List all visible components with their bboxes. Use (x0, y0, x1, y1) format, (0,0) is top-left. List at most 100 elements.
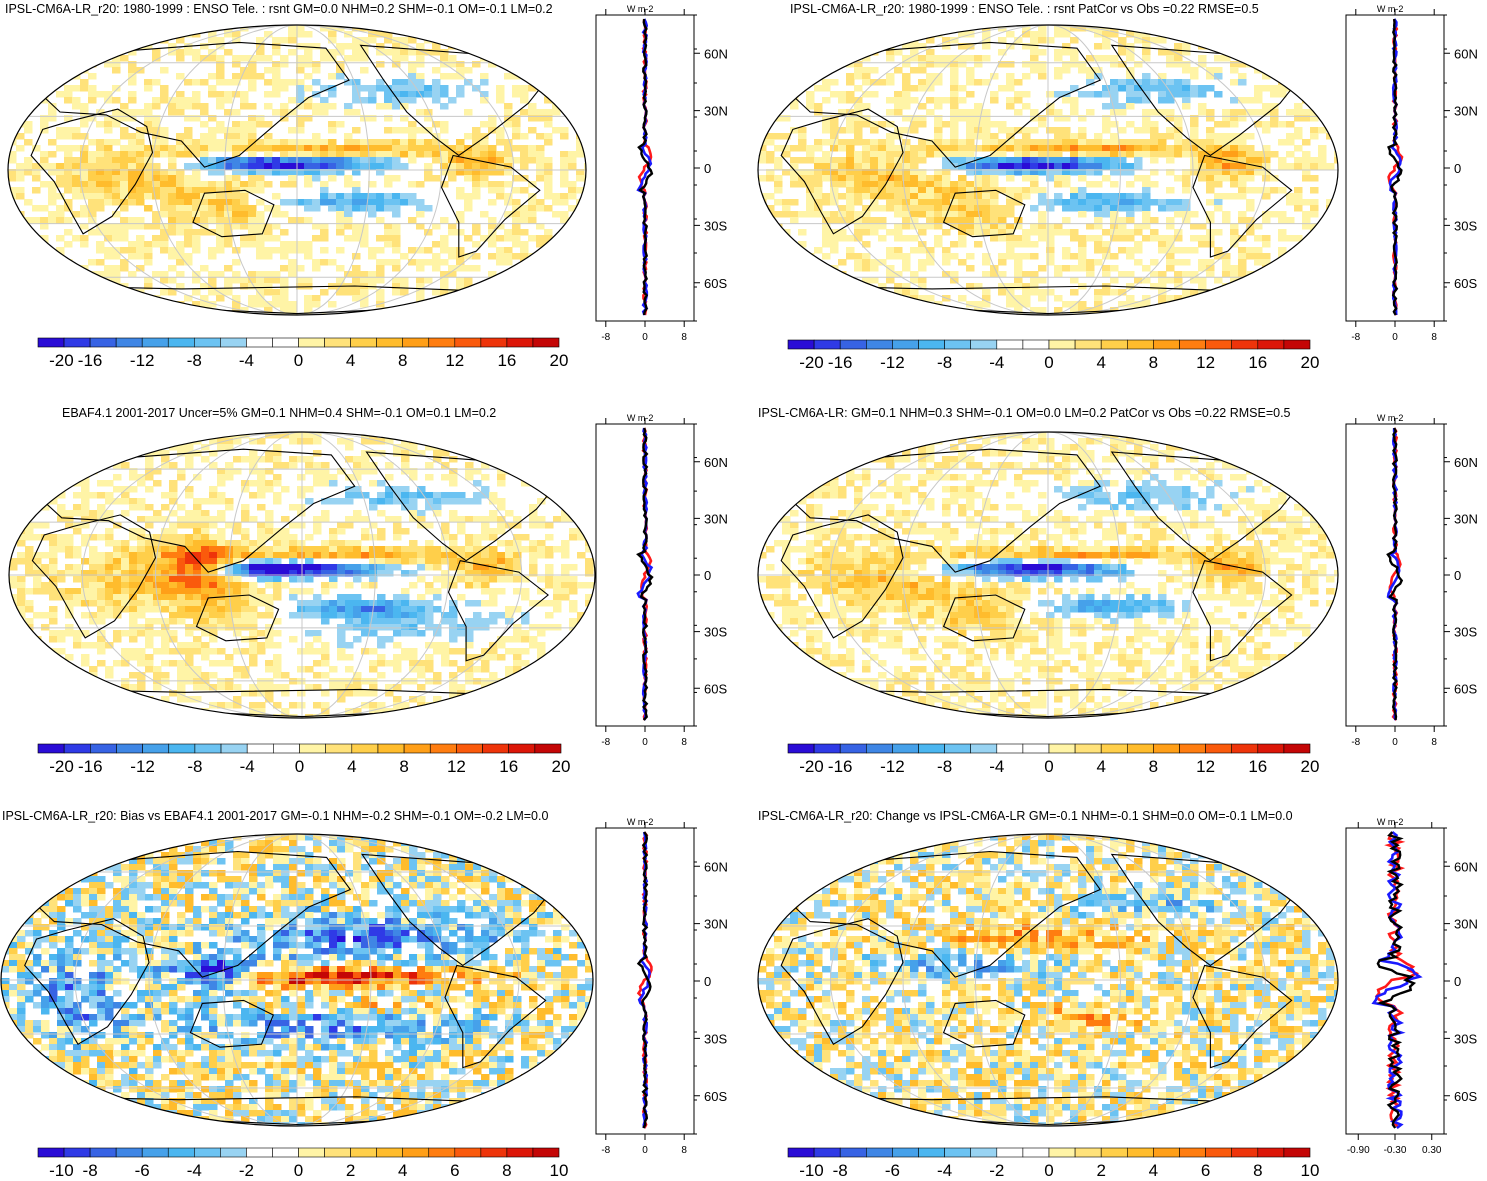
zonal-profile: W m-2 60N 30N 0 30S 60S -8 0 8 (1345, 4, 1478, 343)
colorbar-swatch (866, 743, 893, 754)
colorbar-swatch (273, 743, 300, 754)
colorbar-tick-label: 4 (1149, 1161, 1158, 1180)
profile-line-black (1386, 427, 1404, 721)
colorbar-swatch (996, 1147, 1024, 1158)
colorbar-tick-label: -6 (135, 1161, 150, 1180)
colorbar-swatch (350, 337, 377, 348)
colorbar-tick-label: -4 (989, 353, 1004, 372)
colorbar-swatch (63, 337, 91, 348)
x-tick-label: -8 (601, 332, 610, 343)
map-4: W m-2 60N 30N 0 30S 60S -8 0 8 -20 -16 -12 -8 -4 0 4 8 12… (757, 413, 1478, 776)
colorbar-swatch (532, 1147, 560, 1158)
colorbar-swatch (1153, 339, 1180, 350)
colorbar-tick-label: 12 (447, 757, 466, 776)
colorbar-swatch (1205, 743, 1233, 754)
colorbar-swatch (402, 1147, 430, 1158)
colorbar-swatch (90, 743, 117, 754)
panel-title: IPSL-CM6A-LR_r20: 1980-1999 : ENSO Tele.… (790, 2, 1259, 16)
colorbar-tick-label: -8 (83, 1161, 98, 1180)
lat-tick-label: 0 (704, 568, 711, 583)
lat-tick-label: 30N (1454, 511, 1478, 526)
colorbar-tick-label: 12 (1196, 353, 1215, 372)
colorbar-swatch (141, 1147, 169, 1158)
map-2: W m-2 60N 30N 0 30S 60S -8 0 8 -20 -16 -12 -8 -4 0 4 8 12… (757, 4, 1478, 372)
colorbar-tick-label: -8 (833, 1161, 848, 1180)
lat-tick-label: 30N (1454, 917, 1478, 932)
colorbar-tick-label: -12 (130, 757, 155, 776)
profile-line-black (1387, 18, 1403, 316)
colorbar-swatch (377, 743, 405, 754)
colorbar-swatch (272, 337, 299, 348)
anomaly-field (758, 834, 1338, 1126)
colorbar-swatch (1048, 743, 1076, 754)
colorbar-tick-label: -6 (885, 1161, 900, 1180)
colorbar-swatch (1231, 743, 1259, 754)
colorbar-swatch (324, 337, 351, 348)
colorbar-tick-label: -20 (799, 353, 824, 372)
colorbar-swatch (866, 339, 893, 350)
lat-tick-label: 30N (704, 104, 728, 119)
colorbar-tick-label: 4 (1096, 757, 1105, 776)
colorbar-swatch (1074, 743, 1102, 754)
colorbar-swatch (376, 337, 403, 348)
colorbar-swatch (324, 1147, 351, 1158)
colorbar-swatch (1126, 339, 1154, 350)
x-tick-label: 0 (642, 737, 648, 748)
colorbar: -10 -8 -6 -4 -2 0 2 4 6 8 10 (37, 1147, 568, 1180)
colorbar-tick-label: -8 (187, 351, 202, 370)
colorbar-swatch (89, 337, 117, 348)
zonal-profile: W m-2 60N 30N 0 30S 60S -8 0 8 (595, 817, 728, 1156)
lat-tick-label: 60N (704, 46, 728, 61)
colorbar: -20 -16 -12 -8 -4 0 4 8 12 16 20 (787, 339, 1319, 372)
panel-6: IPSL-CM6A-LR_r20: Change vs IPSL-CM6A-LR… (750, 800, 1487, 1181)
profile-line-black (637, 18, 654, 316)
colorbar-swatch (1283, 743, 1311, 754)
colorbar-swatch (1074, 1147, 1102, 1158)
colorbar-swatch (1257, 1147, 1285, 1158)
colorbar-swatch (1205, 339, 1233, 350)
colorbar-swatch (167, 1147, 195, 1158)
lat-tick-label: 30S (704, 218, 727, 233)
profile-unit: W m-2 (1377, 413, 1404, 423)
anomaly-field (758, 432, 1338, 718)
x-tick-label: 0 (642, 1145, 648, 1156)
colorbar-swatch (37, 743, 65, 754)
lat-tick-label: 60N (1454, 46, 1478, 61)
colorbar-tick-label: -2 (239, 1161, 254, 1180)
colorbar-swatch (892, 339, 919, 350)
colorbar-swatch (115, 337, 143, 348)
colorbar: -20 -16 -12 -8 -4 0 4 8 12 16 20 (37, 337, 568, 370)
panel-4: IPSL-CM6A-LR: GM=0.1 NHM=0.3 SHM=-0.1 OM… (750, 396, 1487, 776)
colorbar-swatch (403, 743, 431, 754)
colorbar-tick-label: 12 (445, 351, 464, 370)
colorbar-swatch (1283, 1147, 1311, 1158)
x-tick-label: -8 (601, 737, 610, 748)
colorbar-tick-label: 0 (1044, 1161, 1053, 1180)
colorbar-tick-label: -4 (240, 757, 255, 776)
lat-tick-label: 60N (704, 859, 728, 874)
colorbar-swatch (246, 743, 274, 754)
colorbar-tick-label: 2 (346, 1161, 355, 1180)
colorbar-swatch (1231, 339, 1259, 350)
lat-tick-label: 0 (704, 974, 711, 989)
colorbar-tick-label: 8 (1149, 353, 1158, 372)
panel-3: EBAF4.1 2001-2017 Uncer=5% GM=0.1 NHM=0.… (0, 396, 744, 776)
x-tick-label: -8 (601, 1145, 610, 1156)
colorbar-swatch (1257, 339, 1285, 350)
zonal-profile: W m-2 60N 30N 0 30S 60S -8 0 8 (595, 413, 728, 748)
profile-line-black (636, 427, 654, 721)
lat-tick-label: 60N (1454, 455, 1478, 470)
x-tick-label: 0.30 (1422, 1145, 1442, 1156)
colorbar-swatch (299, 743, 326, 754)
colorbar-swatch (454, 337, 482, 348)
colorbar-swatch (167, 337, 195, 348)
colorbar-swatch (376, 1147, 403, 1158)
colorbar-tick-label: 8 (399, 757, 408, 776)
lat-tick-label: 30S (1454, 218, 1477, 233)
colorbar-tick-label: -20 (49, 351, 74, 370)
colorbar-tick-label: -16 (78, 757, 103, 776)
colorbar-swatch (1231, 1147, 1259, 1158)
colorbar-tick-label: 4 (347, 757, 356, 776)
x-tick-label: 8 (681, 332, 687, 343)
